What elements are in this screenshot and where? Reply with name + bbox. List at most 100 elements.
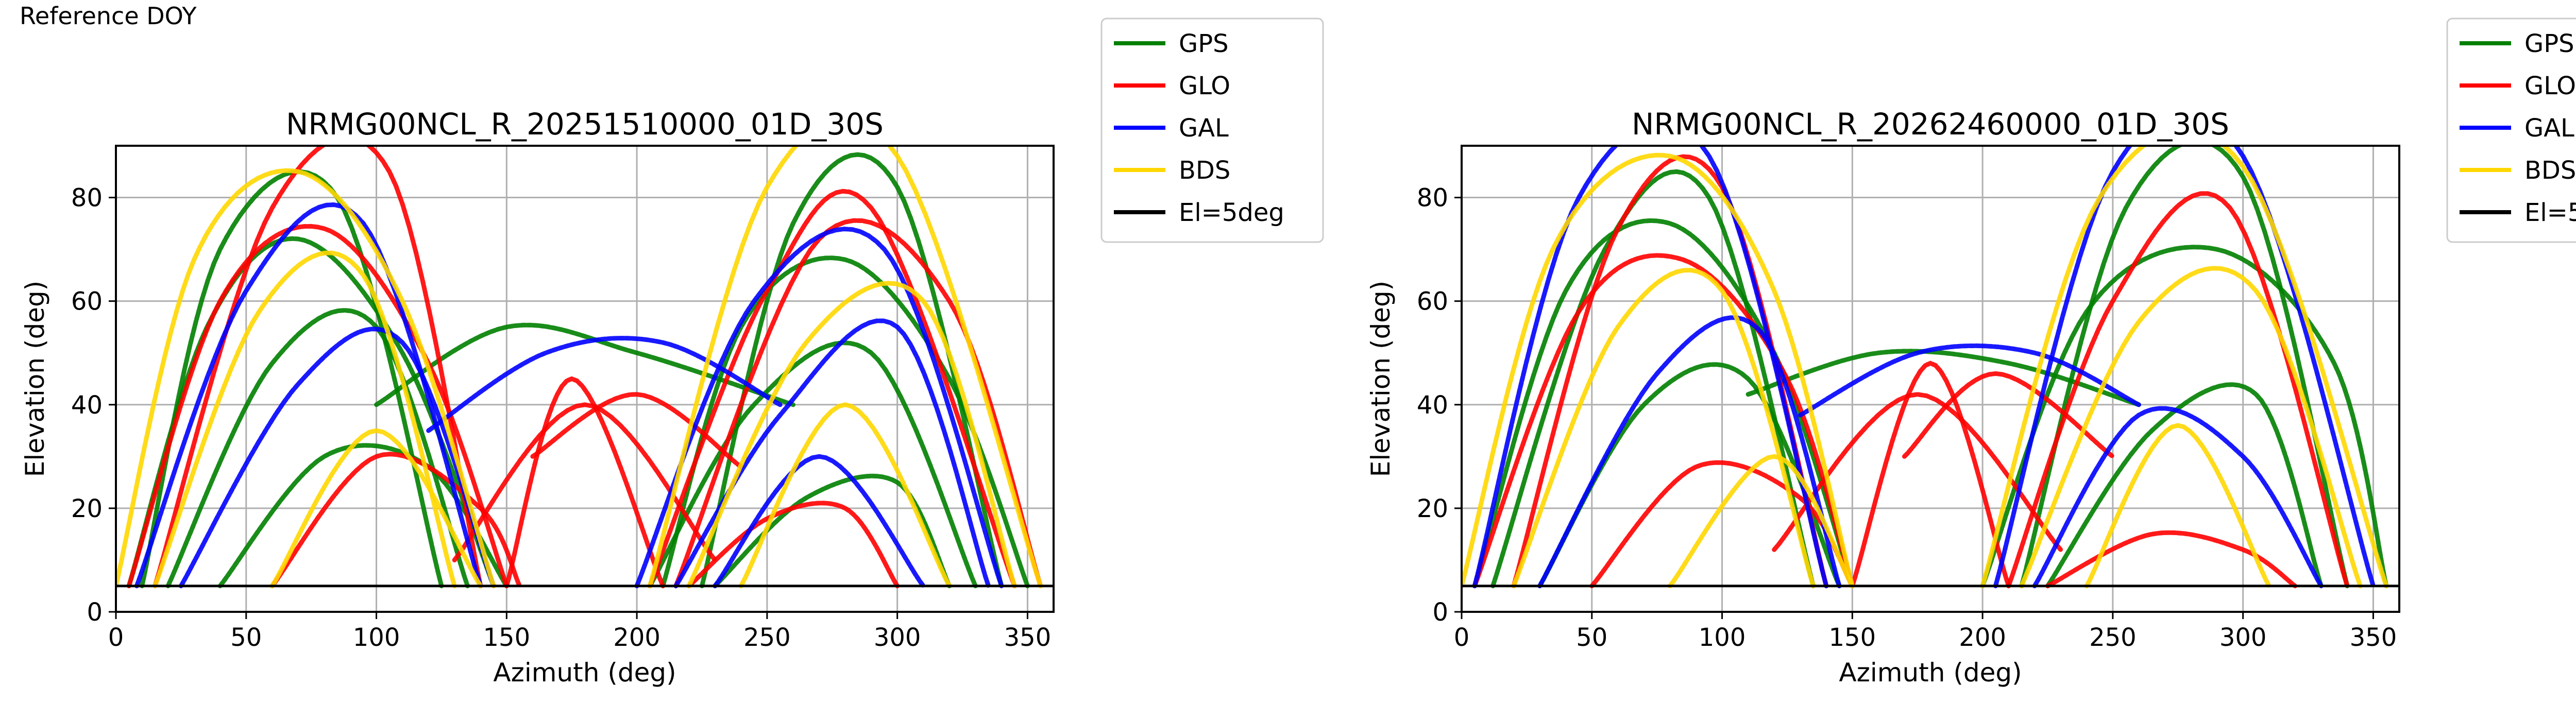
satellite-arc: [713, 454, 926, 589]
chart-panel-1: 0 50 100 150 200 250 300 350 0 20 40 60 80 NRMG00NCL_…: [20, 18, 1324, 688]
satellite-arc: [738, 402, 952, 589]
series-bds: [1462, 146, 2389, 589]
chart-panel-2: 0 50 100 150 200 250 300 350 0 20 40 60 80 NRMG00NCL_…: [1366, 18, 2576, 688]
satellite-arc: [2006, 191, 2350, 589]
x-tick-label: 150: [1829, 623, 1876, 652]
y-tick-label: 60: [1417, 287, 1448, 316]
satellite-arc: [1472, 253, 1855, 589]
x-tick-label: 300: [874, 623, 921, 652]
satellite-arc: [1511, 267, 1816, 589]
satellite-arc: [530, 392, 743, 469]
y-tick-label: 40: [71, 391, 103, 420]
satellite-arc: [1745, 349, 2141, 407]
satellite-arc: [2019, 266, 2363, 589]
satellite-arc: [452, 402, 718, 562]
x-tick-label: 150: [483, 623, 531, 652]
x-axis-label: Azimuth (deg): [1839, 658, 2022, 688]
y-tick-label: 40: [1417, 391, 1448, 420]
x-tick-label: 300: [2219, 623, 2267, 652]
legend-label: GAL: [2524, 114, 2574, 143]
plot-frame: [1461, 145, 2400, 613]
legend-label: BDS: [2524, 156, 2576, 185]
satellite-arc: [1472, 218, 1855, 589]
x-tick-label: 0: [108, 623, 124, 652]
chart-title: NRMG00NCL_R_20262460000_01D_30S: [1632, 107, 2229, 142]
satellite-arc: [647, 188, 1017, 589]
satellite-arc: [673, 218, 1043, 589]
legend: GPS GLO GAL BDS El=5deg: [1100, 18, 1324, 243]
plot-frame: [115, 145, 1055, 613]
y-tick-label: 60: [71, 287, 103, 316]
satellite-arc: [1993, 146, 2376, 589]
satellite-arc: [178, 327, 496, 589]
x-tick-label: 50: [230, 623, 262, 652]
y-tick-label: 20: [1417, 494, 1448, 523]
x-tick-label: 200: [1959, 623, 2006, 652]
plot-area: [116, 146, 1054, 612]
legend-label: El=5deg: [1179, 198, 1284, 227]
satellite-arc: [1537, 315, 1842, 589]
legend-box: [1100, 18, 1324, 243]
y-axis-label: Elevation (deg): [1366, 281, 1396, 477]
legend-label: GLO: [1179, 72, 1230, 100]
series-gal: [1472, 146, 2376, 589]
satellite-arc: [686, 501, 900, 589]
satellite-arc: [647, 340, 978, 589]
legend-label: GAL: [1179, 114, 1229, 143]
x-tick-label: 200: [613, 623, 660, 652]
y-tick-label: 20: [71, 494, 103, 523]
satellite-arc: [2045, 530, 2298, 589]
satellite-arc: [686, 281, 1017, 589]
series-glo: [126, 146, 1043, 589]
satellite-arc: [2032, 406, 2324, 589]
series-bds: [116, 146, 1043, 589]
satellite-arc: [1462, 152, 1855, 589]
satellite-arc: [1902, 371, 2115, 459]
series-gps: [126, 152, 1030, 589]
x-tick-label: 0: [1454, 623, 1470, 652]
series-gal: [134, 202, 1004, 589]
satellite-arc: [426, 336, 783, 433]
x-tick-label: 100: [1699, 623, 1746, 652]
x-tick-label: 350: [2350, 623, 2397, 652]
satellite-arc: [152, 250, 457, 589]
x-tick-label: 350: [1004, 623, 1052, 652]
satellite-arc: [1667, 454, 1855, 589]
satellite-arc: [116, 168, 496, 589]
satellite-tracks: [1462, 146, 2389, 589]
satellite-arc: [2019, 146, 2350, 589]
series-glo: [1472, 154, 2350, 589]
y-axis-label: Elevation (deg): [20, 281, 50, 477]
chart-title: NRMG00NCL_R_20251510000_01D_30S: [286, 107, 884, 142]
satellite-tracks: [116, 146, 1043, 589]
legend-label: El=5deg: [2524, 198, 2576, 227]
y-tick-label: 0: [1432, 598, 1448, 627]
legend-box: [2446, 18, 2576, 243]
legend: GPS GLO GAL BDS El=5deg: [2446, 18, 2576, 243]
legend-label: GPS: [2524, 29, 2574, 58]
satellite-arc: [1798, 343, 2141, 418]
satellite-arc: [1472, 146, 1829, 589]
reference-doy-note: Reference DOY: [20, 2, 197, 30]
satellite-arc: [673, 318, 991, 589]
satellite-arc: [2045, 382, 2324, 589]
x-tick-label: 100: [353, 623, 400, 652]
y-tick-label: 80: [71, 184, 103, 213]
satellite-arc: [2084, 423, 2272, 589]
satellite-arc: [1980, 146, 2389, 589]
x-tick-label: 250: [743, 623, 791, 652]
y-tick-label: 80: [1417, 184, 1448, 213]
satellite-arc: [165, 307, 470, 589]
satellite-arc: [126, 224, 509, 589]
satellite-arc: [269, 452, 522, 589]
satellite-arc: [504, 376, 666, 589]
y-tick-label: 0: [87, 598, 103, 627]
x-tick-label: 50: [1576, 623, 1607, 652]
legend-label: GPS: [1179, 29, 1229, 58]
satellite-arc: [134, 202, 483, 589]
legend-label: GLO: [2524, 72, 2576, 100]
satellite-arc: [374, 322, 795, 407]
satellite-arc: [1850, 361, 2011, 589]
satellite-arc: [152, 146, 483, 589]
